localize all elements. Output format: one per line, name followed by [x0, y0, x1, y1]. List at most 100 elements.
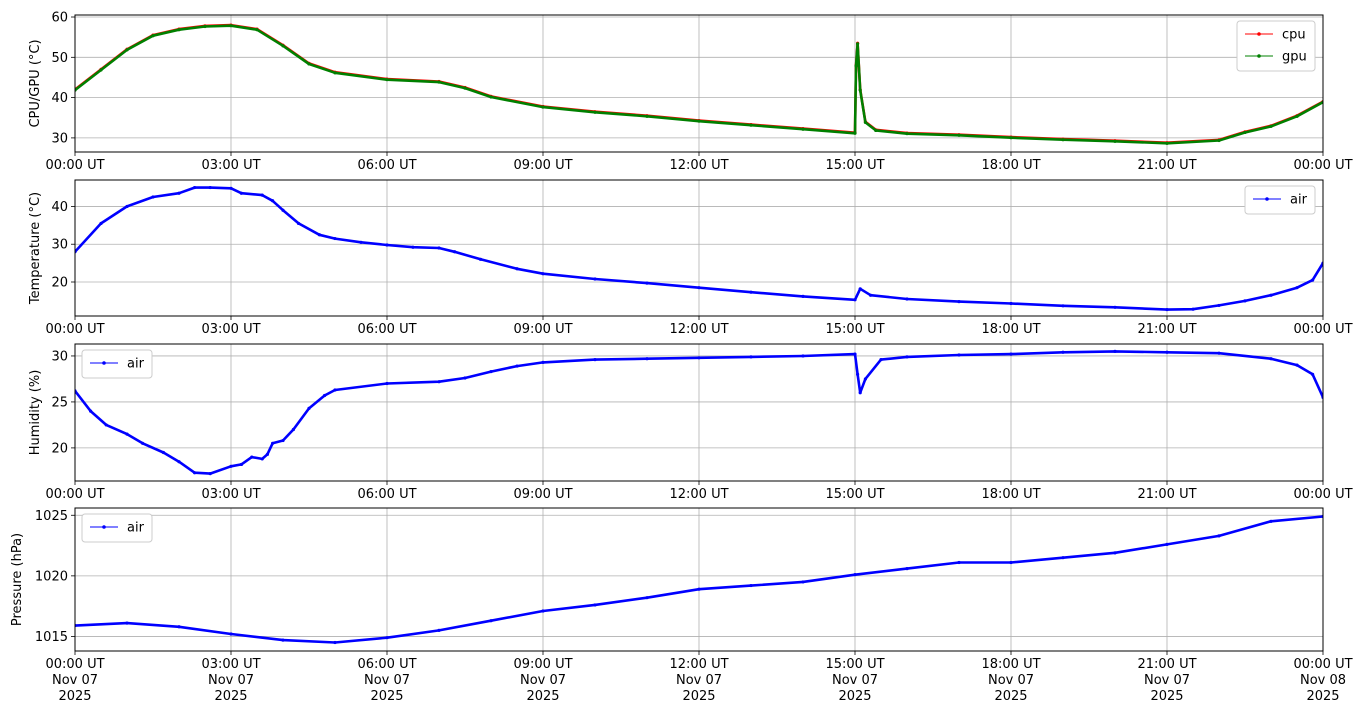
data-point	[869, 293, 873, 297]
x-tick-label: 21:00 UT	[1137, 657, 1196, 672]
data-point	[801, 294, 805, 298]
panel-3: 00:00 UT 03:00 UT 06:00 UT 09:00 UT 12:00 UT…	[28, 343, 1353, 502]
x-tick-label: 03:00 UT	[201, 322, 260, 337]
data-point	[957, 560, 961, 565]
data-point	[1311, 278, 1315, 282]
data-point	[177, 191, 181, 195]
y-axis-label: CPU/GPU (°C)	[28, 39, 43, 127]
data-point	[1217, 351, 1221, 355]
legend-label: air	[127, 521, 145, 536]
x-tick-date-label: Nov 07	[208, 673, 254, 688]
x-tick-label: 06:00 UT	[357, 322, 416, 337]
x-tick-label: 09:00 UT	[513, 657, 572, 672]
data-point	[1061, 138, 1065, 142]
data-point	[879, 358, 883, 362]
data-point	[905, 132, 909, 136]
data-point	[749, 583, 753, 588]
data-point	[801, 127, 805, 131]
data-point	[385, 243, 389, 247]
data-point	[333, 71, 337, 75]
data-point	[541, 360, 545, 364]
data-point	[749, 123, 753, 127]
data-point	[957, 133, 961, 137]
panel-1: 00:00 UT 03:00 UT 06:00 UT 09:00 UT 12:00 UT…	[28, 11, 1353, 173]
x-tick-label: 00:00 UT	[45, 322, 104, 337]
series-air	[75, 514, 1323, 645]
data-point	[479, 257, 483, 261]
x-tick-label: 00:00 UT	[1293, 158, 1352, 173]
x-tick-label: 03:00 UT	[201, 158, 260, 173]
data-point	[177, 625, 181, 629]
plot-frame	[74, 343, 1324, 482]
x-tick-label: 12:00 UT	[669, 322, 728, 337]
data-point	[281, 438, 285, 443]
x-tick-year-label: 2025	[1150, 689, 1183, 704]
data-point	[271, 199, 275, 203]
data-point	[957, 353, 961, 357]
data-point	[125, 621, 129, 625]
x-tick-label: 00:00 UT	[45, 158, 104, 173]
data-point	[697, 286, 701, 290]
data-point	[541, 272, 545, 276]
x-tick-label: 15:00 UT	[825, 657, 884, 672]
data-point	[307, 62, 311, 66]
data-point	[593, 277, 597, 281]
panel-2: 00:00 UT 03:00 UT 06:00 UT 09:00 UT 12:00 UT…	[28, 179, 1353, 337]
x-tick-date-label: Nov 08	[1300, 673, 1346, 688]
legend-label: gpu	[1282, 50, 1307, 65]
data-point	[697, 119, 701, 123]
x-tick-label: 00:00 UT	[45, 487, 104, 502]
data-point	[593, 358, 597, 362]
data-point	[463, 376, 467, 380]
data-point	[317, 233, 321, 237]
data-point	[281, 638, 285, 642]
data-point	[645, 596, 649, 600]
data-point	[411, 245, 415, 249]
legend-label: air	[127, 357, 145, 372]
data-point	[271, 441, 275, 445]
data-point	[125, 204, 129, 209]
x-tick-date-label: Nov 07	[988, 673, 1034, 688]
data-point	[437, 80, 441, 84]
x-tick-label: 12:00 UT	[669, 657, 728, 672]
legend: air	[81, 513, 153, 543]
data-point	[697, 587, 701, 591]
data-point	[515, 364, 519, 368]
data-point	[229, 632, 233, 636]
x-tick-year-label: 2025	[682, 689, 715, 704]
data-point	[863, 120, 868, 124]
x-tick-label: 21:00 UT	[1137, 158, 1196, 173]
data-point	[1009, 560, 1013, 565]
data-point	[104, 423, 108, 427]
y-tick-label: 30	[51, 131, 68, 146]
data-point	[125, 432, 129, 436]
data-point	[1311, 372, 1315, 376]
x-tick-label: 12:00 UT	[669, 487, 728, 502]
x-tick-year-label: 2025	[214, 689, 247, 704]
data-point	[1113, 305, 1117, 309]
series-gpu	[75, 24, 1323, 145]
x-tick-year-label: 2025	[370, 689, 403, 704]
data-point	[281, 44, 285, 48]
data-point	[1295, 363, 1299, 367]
data-point	[1061, 350, 1065, 354]
data-point	[1061, 304, 1065, 308]
data-point	[99, 221, 103, 226]
data-point	[645, 281, 649, 285]
data-point	[749, 355, 753, 359]
x-tick-label: 15:00 UT	[825, 158, 884, 173]
x-tick-date-label: Nov 07	[676, 673, 722, 688]
data-point	[489, 369, 493, 374]
data-point	[697, 356, 701, 360]
legend-box	[81, 349, 153, 379]
data-point	[854, 64, 858, 68]
y-tick-label: 1015	[35, 630, 68, 645]
data-point	[1165, 542, 1169, 546]
data-point	[541, 609, 545, 613]
data-point	[255, 28, 259, 32]
data-point	[749, 290, 753, 294]
data-point	[333, 236, 337, 241]
x-tick-label: 12:00 UT	[669, 158, 728, 173]
data-point	[229, 186, 233, 190]
